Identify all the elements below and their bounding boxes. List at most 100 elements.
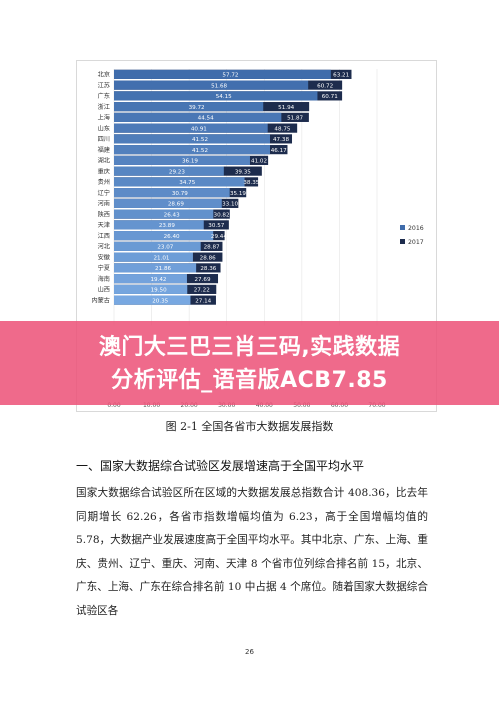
bar-2016 xyxy=(114,102,264,112)
data-label-2017: 46.17 xyxy=(271,148,287,154)
x-tick-label: 50.00 xyxy=(293,402,310,409)
data-label-2016: 51.68 xyxy=(211,83,227,89)
data-label-2016: 44.54 xyxy=(198,116,214,122)
x-tick-label: 70.00 xyxy=(368,402,385,409)
bar-chart: 0.00 10.00 20.00 30.00 40.00 50.00 60.00 70.00 北… xyxy=(91,69,424,409)
x-tick-label: 60.00 xyxy=(331,402,348,409)
data-label-2016: 21.01 xyxy=(153,255,169,261)
data-label-2016: 19.50 xyxy=(151,288,167,294)
data-label-2017: 39.35 xyxy=(235,169,251,175)
category-label: 河南 xyxy=(98,200,110,208)
bar-2016 xyxy=(114,177,245,187)
data-label-2016: 40.91 xyxy=(191,126,207,132)
legend-label-2017: 2017 xyxy=(408,239,424,246)
data-label-2017: 29.44 xyxy=(211,234,227,240)
data-label-2017: 28.87 xyxy=(204,245,220,251)
legend-swatch-2017 xyxy=(400,239,405,244)
data-label-2017: 51.94 xyxy=(278,105,294,111)
category-label: 山东 xyxy=(98,124,110,132)
legend-swatch-2016 xyxy=(400,225,405,230)
category-label: 安徽 xyxy=(98,253,111,261)
category-label: 江西 xyxy=(98,233,110,240)
bar-2016 xyxy=(114,263,197,273)
data-label-2016: 57.72 xyxy=(222,73,238,79)
data-label-2016: 41.52 xyxy=(192,137,208,143)
data-label-2016: 29.23 xyxy=(169,169,185,175)
category-label: 江苏 xyxy=(98,81,110,89)
category-label: 山西 xyxy=(98,286,110,294)
data-label-2017: 28.86 xyxy=(200,255,216,261)
category-label: 内蒙古 xyxy=(91,296,110,304)
data-label-2016: 23.89 xyxy=(159,223,175,229)
category-label: 浙江 xyxy=(98,103,110,111)
data-label-2016: 34.75 xyxy=(179,180,195,186)
banner-line-1: 澳门大三巴三肖三码,实践数据 xyxy=(98,335,401,360)
bar-2016 xyxy=(114,123,268,133)
bar-2016 xyxy=(114,69,331,79)
data-label-2016: 36.19 xyxy=(182,159,198,165)
data-label-2017: 51.87 xyxy=(287,116,303,122)
data-label-2017: 28.36 xyxy=(200,266,216,272)
data-label-2016: 41.52 xyxy=(192,148,208,154)
bar-2016 xyxy=(114,198,222,208)
bar-2016 xyxy=(114,284,188,294)
data-label-2016: 23.07 xyxy=(157,245,173,251)
bar-2016 xyxy=(114,295,191,305)
category-label: 辽宁 xyxy=(98,189,110,197)
data-label-2017: 41.02 xyxy=(251,159,267,165)
data-label-2016: 54.15 xyxy=(216,94,232,100)
data-label-2017: 60.71 xyxy=(322,94,338,100)
category-label: 北京 xyxy=(98,71,110,79)
banner-line-2: 分析评估_语音版ACB7.85 xyxy=(111,368,388,393)
data-label-2016: 20.35 xyxy=(152,298,168,304)
data-label-2017: 38.35 xyxy=(243,180,259,186)
x-tick-label: 40.00 xyxy=(256,402,273,409)
data-label-2016: 30.79 xyxy=(172,191,188,197)
data-label-2017: 30.82 xyxy=(214,212,230,218)
category-label: 福建 xyxy=(98,146,110,154)
bar-2016 xyxy=(114,231,214,241)
data-label-2017: 27.14 xyxy=(195,298,211,304)
data-label-2016: 26.40 xyxy=(164,234,180,240)
x-tick-label: 0.00 xyxy=(107,402,121,409)
page-number: 26 xyxy=(245,648,254,656)
category-label: 天津 xyxy=(98,221,110,229)
data-label-2016: 28.69 xyxy=(168,202,184,208)
bar-2016 xyxy=(114,145,270,155)
data-label-2016: 39.72 xyxy=(189,105,205,111)
data-label-2016: 19.42 xyxy=(150,277,166,283)
data-label-2017: 33.10 xyxy=(222,202,238,208)
category-label: 湖北 xyxy=(98,157,111,165)
data-label-2017: 30.57 xyxy=(208,223,224,229)
bar-2016 xyxy=(114,155,250,165)
section-heading: 一、国家大数据综合试验区发展增速高于全国平均水平 xyxy=(76,459,365,473)
category-label: 河北 xyxy=(98,243,111,251)
overlay-banner xyxy=(0,321,499,405)
data-label-2017: 27.22 xyxy=(194,288,210,294)
data-label-2016: 26.43 xyxy=(164,212,180,218)
category-label: 宁夏 xyxy=(98,264,110,272)
category-label: 上海 xyxy=(98,114,110,122)
data-label-2016: 21.86 xyxy=(155,266,171,272)
data-label-2017: 27.69 xyxy=(194,277,210,283)
data-label-2017: 35.19 xyxy=(230,191,246,197)
bar-2016 xyxy=(114,91,318,101)
bar-2016 xyxy=(114,209,214,219)
category-label: 四川 xyxy=(98,136,110,143)
x-tick-label: 10.00 xyxy=(143,402,160,409)
category-label: 广东 xyxy=(98,92,110,100)
x-tick-label: 30.00 xyxy=(218,402,235,409)
category-label: 海南 xyxy=(98,275,110,283)
bar-2016 xyxy=(114,252,193,262)
bar-2016 xyxy=(114,112,282,122)
bar-2016 xyxy=(114,241,201,251)
body-paragraph: 国家大数据综合试验区所在区域的大数据发展总指数合计 408.36，比去年同期增长… xyxy=(76,487,428,617)
bar-2016 xyxy=(114,80,309,90)
bar-2016 xyxy=(114,220,204,230)
bar-2016 xyxy=(114,274,187,284)
data-label-2017: 63.21 xyxy=(333,73,349,79)
figure-caption: 图 2-1 全国各省市大数据发展指数 xyxy=(165,420,334,433)
bar-2016 xyxy=(114,134,270,144)
x-tick-label: 20.00 xyxy=(181,402,198,409)
legend-label-2016: 2016 xyxy=(408,225,424,232)
